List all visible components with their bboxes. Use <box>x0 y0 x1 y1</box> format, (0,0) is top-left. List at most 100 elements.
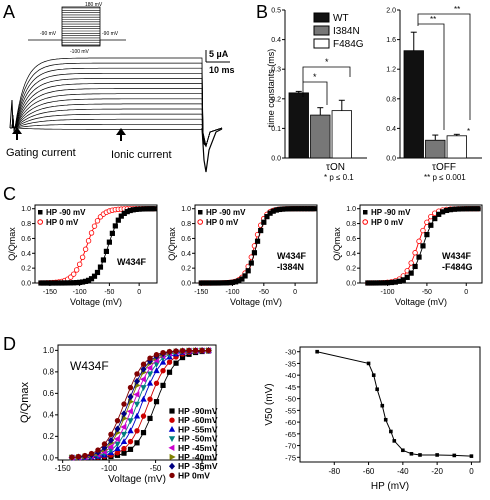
protocol-top-label: 180 mV <box>85 2 103 8</box>
v50-line <box>316 351 472 457</box>
significance-star: * <box>467 127 470 136</box>
data-point <box>88 450 95 457</box>
y-tick-label: 0.1 <box>271 126 281 133</box>
data-point <box>166 359 173 365</box>
data-point <box>153 367 160 374</box>
data-point <box>424 232 430 238</box>
tail-current <box>201 127 223 173</box>
data-point <box>91 273 98 279</box>
y-tick-label: 0.2 <box>271 96 281 103</box>
panel-c3: -100 -50 0 0.0 0.2 0.4 0.6 0.8 1.0 Q/Qmax Voltage … <box>332 204 483 307</box>
data-point <box>173 360 179 366</box>
data-point <box>126 408 133 415</box>
x-tick-label: -20 <box>431 467 443 476</box>
panel-title: W434F <box>117 257 147 267</box>
data-point <box>94 269 101 276</box>
data-point <box>133 412 141 419</box>
y-tick-label: 1.0 <box>21 206 31 213</box>
bar <box>446 135 467 159</box>
tau-on-label: τON <box>326 162 345 173</box>
data-point <box>199 347 205 354</box>
data-point <box>264 214 270 220</box>
data-point <box>100 257 107 263</box>
data-point <box>166 369 173 375</box>
x-tick-label: -150 <box>55 464 72 473</box>
legend-label: HP -40mV <box>178 452 218 462</box>
legend-marker-hp90 <box>363 210 368 215</box>
data-point <box>120 423 127 431</box>
y-tick-label: 0.0 <box>386 156 396 163</box>
data-point <box>140 395 147 402</box>
data-point <box>85 238 92 244</box>
x-tick-label: 0 <box>469 467 474 476</box>
protocol-baseline <box>28 39 126 46</box>
data-point <box>75 453 82 460</box>
scale-current-label: 5 µA <box>209 49 229 59</box>
data-point <box>383 417 388 422</box>
data-point <box>103 248 110 254</box>
data-point <box>134 371 140 377</box>
x-tick-label: -50 <box>150 464 162 473</box>
y-tick-label: 0.4 <box>21 251 31 258</box>
y-tick-label: 0.0 <box>181 281 191 288</box>
plot-frame <box>34 204 158 284</box>
data-point <box>251 250 258 256</box>
data-point <box>120 431 128 438</box>
data-point <box>160 349 166 356</box>
data-point <box>106 239 112 245</box>
bar <box>288 92 309 159</box>
y-tick-label: -45 <box>285 383 296 392</box>
data-point <box>101 441 108 447</box>
data-point <box>127 393 134 401</box>
y-tick-label: -40 <box>285 371 296 380</box>
x-tick-label: -100 <box>101 464 118 473</box>
panel-label-c: C <box>3 184 16 204</box>
gating-spike <box>9 99 14 129</box>
x-tick-label: 0 <box>200 464 205 473</box>
data-point <box>151 206 157 212</box>
data-point <box>315 349 319 354</box>
data-point <box>107 436 115 444</box>
scale-bar: 5 µA 10 ms <box>205 49 235 75</box>
data-point <box>146 357 154 365</box>
p-value-2: ** p ≤ 0.001 <box>424 173 466 182</box>
bar <box>310 114 331 159</box>
y-tick-label: -65 <box>285 430 296 439</box>
current-trace <box>10 78 223 148</box>
data-point <box>153 380 160 386</box>
current-traces <box>9 57 223 173</box>
y-tick-label: 0.0 <box>21 281 31 288</box>
data-point <box>169 417 175 423</box>
data-point <box>401 448 405 453</box>
legend-label-hp0: HP 0 mV <box>46 218 79 227</box>
data-point <box>114 445 121 452</box>
panel-d-left: -150 -100 -50 0 0.0 0.2 0.4 0.6 0.8 1.0 Q/Qmax Volt… <box>19 344 218 485</box>
data-point <box>159 358 167 365</box>
data-point <box>127 446 134 452</box>
data-point <box>134 440 140 446</box>
data-point <box>121 450 127 456</box>
data-point <box>424 219 430 225</box>
data-point <box>114 450 121 456</box>
x-tick-label: -150 <box>43 289 57 296</box>
x-tick-label: -50 <box>259 289 269 296</box>
y-tick-label: 0.8 <box>21 221 31 228</box>
data-point <box>69 454 75 460</box>
y-tick-label: 0.3 <box>271 67 281 74</box>
y-axis-label: Q/Qmax <box>332 227 342 261</box>
data-point <box>147 355 153 361</box>
data-point <box>420 227 426 234</box>
current-trace <box>10 93 223 148</box>
legend-label-i384n: I384N <box>333 26 360 37</box>
data-point <box>112 223 118 229</box>
data-point <box>239 276 245 282</box>
data-point <box>404 274 410 280</box>
data-point <box>91 223 98 229</box>
y-tick-label: 0.8 <box>346 221 356 228</box>
sig-bracket <box>303 81 328 105</box>
data-point <box>416 238 422 244</box>
y-tick-label: 0.8 <box>386 96 396 103</box>
x-axis-label: Voltage (mV) <box>395 297 447 307</box>
data-point <box>375 387 379 392</box>
data-point <box>101 444 108 452</box>
